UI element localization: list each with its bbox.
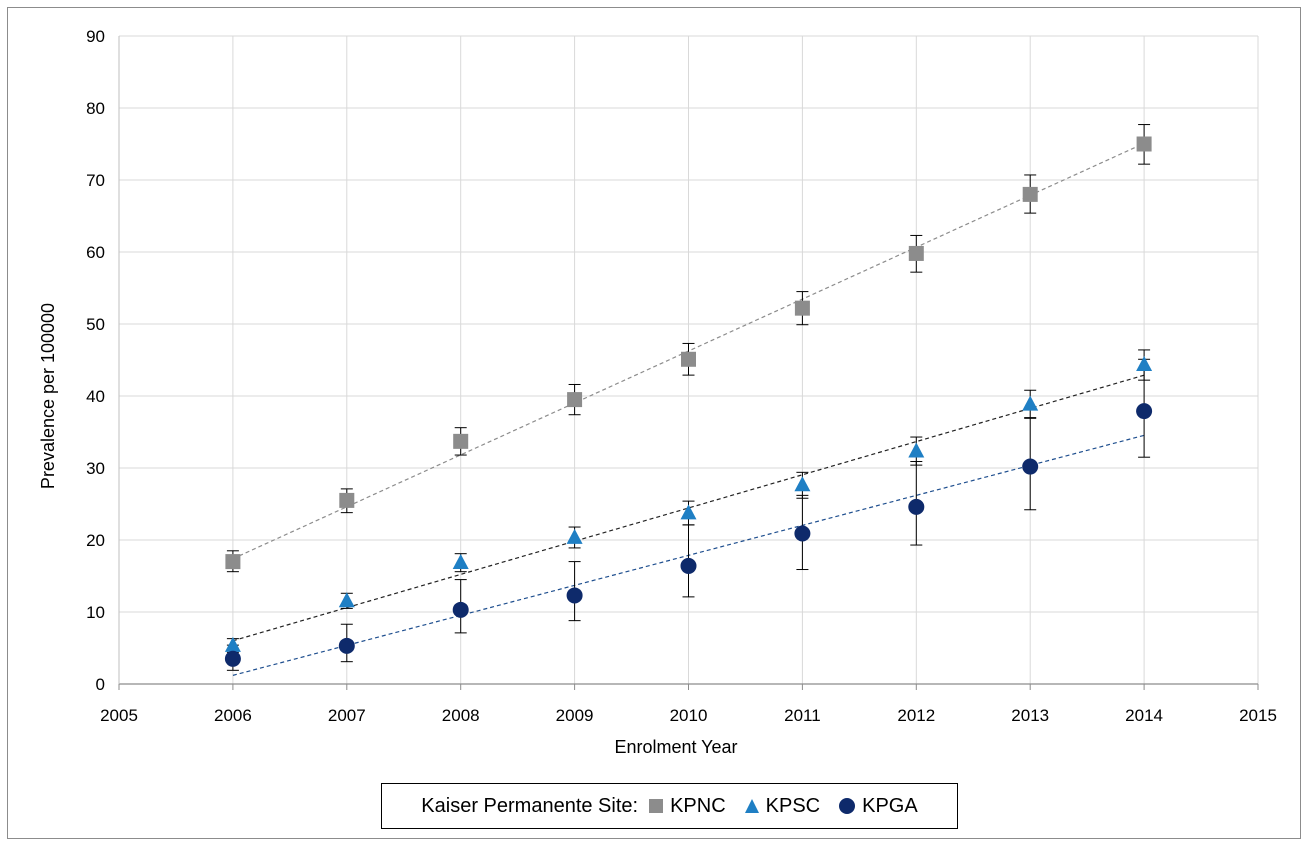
data-point-kpsc bbox=[1136, 356, 1153, 372]
data-point-kpsc bbox=[452, 554, 469, 570]
legend-label-kpsc: KPSC bbox=[765, 794, 821, 817]
x-tick-label: 2012 bbox=[897, 706, 935, 725]
x-tick-label: 2008 bbox=[442, 706, 480, 725]
data-point-kpnc bbox=[453, 433, 469, 449]
square-marker-icon bbox=[649, 799, 664, 813]
data-point-kpsc bbox=[794, 476, 811, 492]
y-tick-labels: 0 10 20 30 40 50 60 70 80 90 bbox=[86, 27, 105, 694]
chart-frame bbox=[7, 7, 1301, 839]
y-tick-label: 0 bbox=[96, 675, 105, 694]
data-point-kpnc bbox=[1022, 186, 1038, 202]
axes bbox=[118, 36, 1259, 690]
data-point-kpnc bbox=[681, 351, 696, 367]
legend-label-kpga: KPGA bbox=[862, 794, 918, 817]
data-point-kpsc bbox=[1022, 395, 1039, 411]
data-point-kpga bbox=[908, 498, 925, 515]
y-tick-label: 90 bbox=[86, 27, 105, 46]
x-axis-title: Enrolment Year bbox=[614, 737, 737, 757]
y-tick-label: 50 bbox=[86, 315, 105, 334]
y-tick-label: 60 bbox=[86, 243, 105, 262]
x-tick-labels: 2005 2006 2007 2008 2009 2010 2011 2012 2013 2014… bbox=[100, 706, 1277, 725]
data-point-kpga bbox=[452, 601, 469, 618]
triangle-marker-icon bbox=[744, 799, 759, 813]
data-point-kpnc bbox=[225, 554, 241, 570]
data-point-kpga bbox=[794, 525, 811, 542]
x-tick-label: 2015 bbox=[1239, 706, 1277, 725]
legend-item-kpga: KPGA bbox=[838, 795, 918, 818]
circle-marker-icon bbox=[839, 798, 856, 814]
legend-label-kpnc: KPNC bbox=[670, 794, 726, 817]
x-tick-label: 2006 bbox=[214, 706, 252, 725]
data-point-kpnc bbox=[908, 245, 924, 261]
legend-item-kpsc: KPSC bbox=[744, 795, 820, 818]
data-point-kpsc bbox=[566, 528, 583, 544]
y-tick-label: 10 bbox=[86, 603, 105, 622]
legend: Kaiser Permanente Site: KPNC KPSC KPGA bbox=[381, 783, 958, 829]
data-point-kpga bbox=[680, 557, 697, 574]
x-tick-label: 2005 bbox=[100, 706, 138, 725]
x-tick-label: 2014 bbox=[1125, 706, 1163, 725]
x-tick-label: 2010 bbox=[670, 706, 708, 725]
y-tick-label: 70 bbox=[86, 171, 105, 190]
x-tick-label: 2007 bbox=[328, 706, 366, 725]
data-point-kpsc bbox=[908, 442, 925, 458]
data-point-kpga bbox=[1022, 458, 1039, 475]
legend-item-kpnc: KPNC bbox=[648, 795, 726, 818]
data-point-kpsc bbox=[338, 592, 355, 608]
data-point-kpga bbox=[1136, 403, 1153, 420]
data-point-kpnc bbox=[567, 392, 583, 408]
data-points bbox=[224, 136, 1153, 667]
y-tick-label: 30 bbox=[86, 459, 105, 478]
y-tick-label: 20 bbox=[86, 531, 105, 550]
y-tick-label: 80 bbox=[86, 99, 105, 118]
data-point-kpsc bbox=[680, 504, 697, 520]
data-point-kpga bbox=[338, 637, 355, 654]
x-tick-label: 2009 bbox=[556, 706, 594, 725]
data-point-kpnc bbox=[339, 492, 355, 508]
x-tick-label: 2013 bbox=[1011, 706, 1049, 725]
data-point-kpnc bbox=[1136, 136, 1152, 152]
data-point-kpga bbox=[224, 650, 241, 667]
y-tick-label: 40 bbox=[86, 387, 105, 406]
data-point-kpsc bbox=[224, 636, 241, 652]
legend-title: Kaiser Permanente Site: bbox=[421, 794, 639, 817]
y-axis-title: Prevalence per 100000 bbox=[38, 303, 58, 489]
data-point-kpnc bbox=[794, 300, 810, 316]
x-tick-label: 2011 bbox=[784, 706, 821, 725]
data-point-kpga bbox=[566, 587, 583, 604]
